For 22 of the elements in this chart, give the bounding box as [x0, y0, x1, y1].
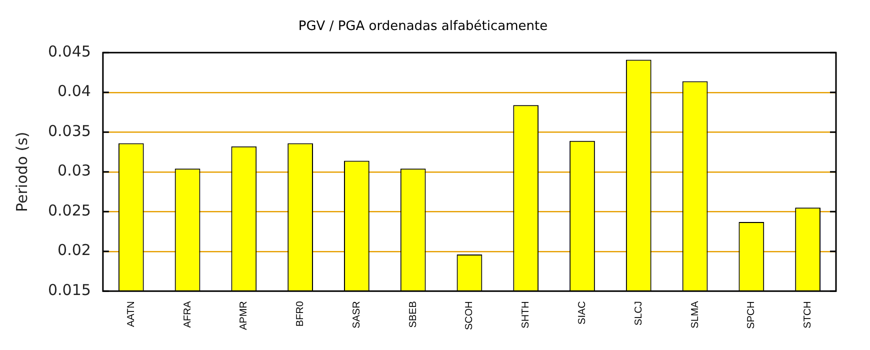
chart-title: PGV / PGA ordenadas alfabéticamente: [298, 19, 548, 34]
x-tick-label: SBEB: [408, 300, 419, 328]
x-tick-label: SLCJ: [633, 301, 644, 326]
x-tick-label: AFRA: [182, 300, 194, 328]
y-tick-label: 0.03: [58, 162, 91, 180]
y-tick-label: 0.02: [58, 241, 91, 260]
x-tick-label: SASR: [351, 301, 362, 328]
x-tick-label: SPCH: [746, 301, 758, 329]
x-tick-label: APMR: [238, 301, 250, 330]
y-tick-label: 0.035: [48, 122, 91, 140]
x-tick-label: AATN: [126, 301, 137, 328]
y-tick-label: 0.025: [48, 201, 91, 220]
x-tick-label: SCOH: [464, 301, 476, 330]
y-tick-label: 0.04: [58, 82, 91, 100]
x-tick-label: SIAC: [577, 301, 588, 324]
y-axis-title: Periodo (s): [12, 132, 31, 212]
x-tick-label: STCH: [802, 301, 814, 328]
x-tick-label: SLMA: [690, 300, 701, 328]
y-tick-label: 0.045: [48, 42, 91, 60]
y-tick-label: 0.015: [48, 281, 91, 299]
x-tick-label: BFR0: [295, 300, 306, 327]
x-tick-label: SHTH: [520, 301, 532, 328]
